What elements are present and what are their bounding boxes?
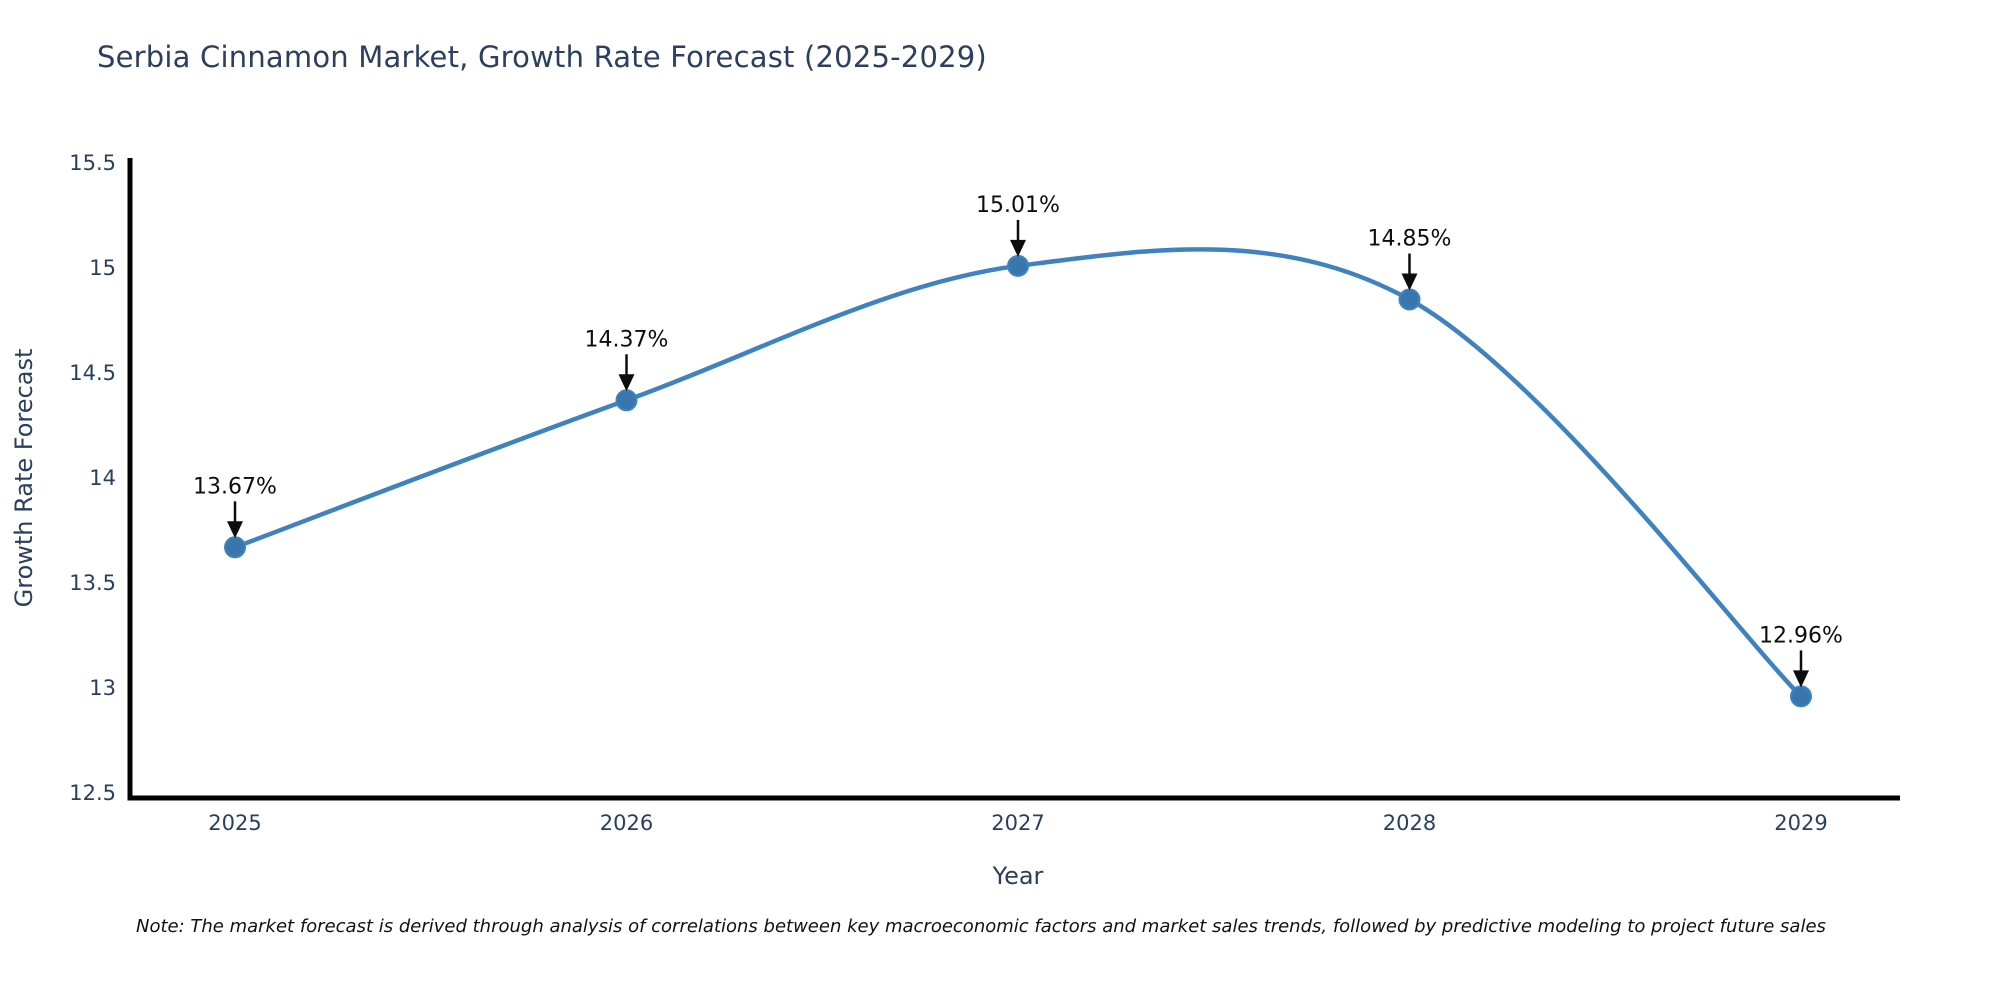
- x-tick-label: 2028: [1383, 811, 1436, 835]
- y-tick-label: 15: [89, 256, 116, 280]
- footnote: Note: The market forecast is derived thr…: [136, 916, 1826, 937]
- annotation-arrowhead-icon: [227, 521, 243, 539]
- data-point-marker[interactable]: [615, 389, 638, 412]
- y-tick-label: 15.5: [69, 151, 116, 175]
- data-point-label: 12.96%: [1759, 623, 1843, 648]
- data-point-marker[interactable]: [224, 536, 246, 559]
- chart-title: Serbia Cinnamon Market, Growth Rate Fore…: [97, 40, 987, 74]
- data-point-label: 15.01%: [976, 193, 1060, 218]
- y-tick-label: 14.5: [69, 361, 116, 385]
- x-tick-label: 2029: [1774, 811, 1827, 835]
- x-tick-label: 2025: [208, 811, 261, 835]
- y-tick-label: 12.5: [69, 781, 116, 805]
- annotation-arrowhead-icon: [1793, 670, 1809, 688]
- y-tick-label: 14: [89, 466, 116, 490]
- data-point-label: 13.67%: [193, 474, 277, 499]
- annotation-arrowhead-icon: [1401, 273, 1418, 291]
- y-tick-label: 13.5: [69, 571, 116, 595]
- annotation-arrowhead-icon: [618, 374, 635, 392]
- x-tick-label: 2027: [991, 811, 1044, 835]
- x-tick-label: 2026: [600, 811, 653, 835]
- annotation-arrowhead-icon: [1010, 239, 1026, 257]
- data-point-label: 14.85%: [1368, 227, 1452, 252]
- data-point-marker[interactable]: [1398, 288, 1421, 311]
- trend-line: [232, 247, 1804, 699]
- data-point-marker[interactable]: [1790, 685, 1812, 708]
- data-point-marker[interactable]: [1007, 254, 1029, 277]
- data-point-label: 14.37%: [585, 327, 669, 352]
- y-axis-title: Growth Rate Forecast: [10, 349, 38, 608]
- x-axis-title: Year: [992, 862, 1044, 890]
- y-tick-label: 13: [89, 676, 116, 700]
